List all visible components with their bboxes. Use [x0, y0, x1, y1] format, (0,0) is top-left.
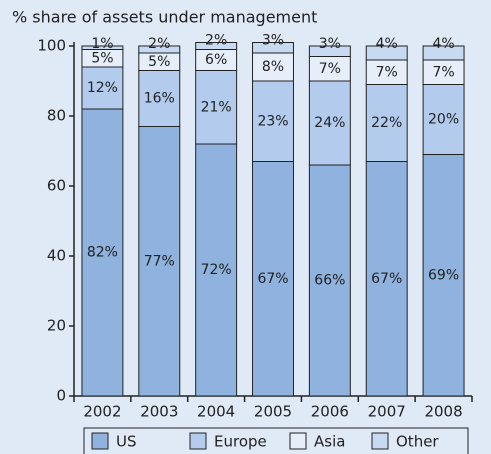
legend-label: Europe — [214, 433, 267, 451]
value-label: 3% — [319, 36, 341, 52]
value-label: 1% — [91, 36, 113, 52]
bar-segment — [138, 45, 181, 54]
y-tick-label: 20 — [47, 317, 66, 335]
value-label: 8% — [262, 59, 284, 75]
bar-segment — [365, 45, 408, 61]
legend-label: Asia — [314, 433, 345, 451]
value-label: 4% — [376, 36, 398, 52]
value-label: 66% — [314, 273, 345, 289]
bar-segment — [195, 42, 238, 50]
value-label: 12% — [87, 80, 118, 96]
value-label: 2% — [148, 36, 170, 52]
bar-segment — [195, 143, 238, 397]
value-label: 72% — [201, 262, 232, 278]
y-tick-label: 0 — [56, 387, 66, 405]
value-label: 23% — [257, 113, 288, 129]
legend-swatch — [91, 432, 109, 450]
value-label: 5% — [91, 50, 113, 66]
value-label: 69% — [428, 267, 459, 283]
bar-segment — [422, 45, 465, 61]
bar-segment — [81, 66, 124, 110]
bar-segment — [308, 80, 351, 166]
bar-segment — [252, 52, 294, 82]
legend-swatch — [371, 432, 389, 450]
x-tick-label: 2004 — [197, 403, 235, 421]
bar-segment — [422, 154, 465, 397]
legend-label: US — [116, 433, 137, 451]
bar-segment — [365, 59, 408, 85]
x-tick-label: 2005 — [254, 403, 292, 421]
x-tick-label: 2002 — [83, 403, 121, 421]
y-tick-label: 60 — [47, 177, 66, 195]
bar-segment — [308, 45, 351, 57]
bar-segment — [252, 42, 294, 54]
bar-segment — [365, 161, 408, 397]
y-tick-label: 80 — [47, 107, 66, 125]
x-tick-label: 2003 — [140, 403, 178, 421]
legend-box — [83, 427, 469, 454]
bar-segment — [308, 56, 351, 82]
value-label: 21% — [201, 99, 232, 115]
chart-title: % share of assets under management — [12, 8, 317, 27]
legend-swatch — [289, 432, 307, 450]
x-tick-label: 2008 — [424, 403, 462, 421]
x-tick-label: 2007 — [368, 403, 406, 421]
value-label: 16% — [144, 91, 175, 107]
value-label: 22% — [371, 115, 402, 131]
value-label: 2% — [205, 33, 227, 49]
value-label: 24% — [314, 115, 345, 131]
legend-label: Other — [396, 433, 439, 451]
value-label: 7% — [319, 61, 341, 77]
value-label: 5% — [148, 54, 170, 70]
bar-segment — [81, 108, 124, 397]
value-label: 4% — [432, 36, 454, 52]
value-label: 6% — [205, 52, 227, 68]
bar-segment — [138, 70, 181, 127]
bar-segment — [138, 126, 181, 397]
y-tick-label: 40 — [47, 247, 66, 265]
y-tick-label: 100 — [37, 37, 66, 55]
x-tick-label: 2006 — [311, 403, 349, 421]
value-label: 3% — [262, 33, 284, 49]
value-label: 7% — [376, 64, 398, 80]
value-label: 20% — [428, 112, 459, 128]
value-label: 67% — [257, 271, 288, 287]
value-label: 82% — [87, 245, 118, 261]
value-label: 67% — [371, 271, 402, 287]
bar-segment — [422, 59, 465, 85]
value-label: 7% — [432, 64, 454, 80]
bar-segment — [252, 161, 294, 397]
legend-swatch — [189, 432, 207, 450]
bar-segment — [81, 45, 124, 50]
bar-segment — [195, 70, 238, 145]
value-label: 77% — [144, 253, 175, 269]
